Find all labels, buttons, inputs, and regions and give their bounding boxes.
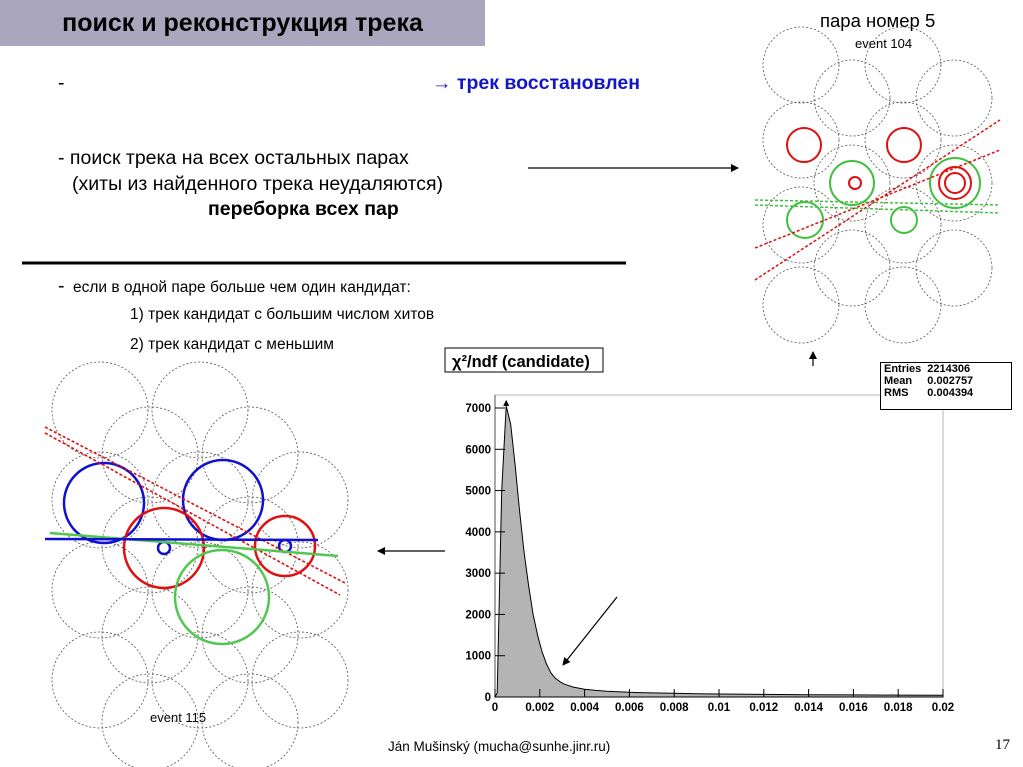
stats-row: Mean 0.002757 [881, 375, 976, 387]
y-tick-label: 3000 [465, 568, 491, 580]
y-tick-label: 0 [485, 692, 491, 704]
y-tick-label: 2000 [465, 609, 491, 621]
stats-value: 0.004394 [927, 387, 974, 399]
stats-value: 2214306 [927, 363, 971, 375]
stats-label: Entries [884, 363, 922, 375]
stats-label: RMS [884, 387, 909, 399]
hits-bottom [44, 426, 346, 646]
page-number: 17 [995, 737, 1010, 753]
event-115-label: event 115 [150, 710, 207, 725]
slide-title: поиск и реконструкция трека [0, 0, 485, 46]
stats-row: RMS 0.004394 [881, 387, 976, 399]
stats-box: Entries 2214306 Mean 0.002757 RMS 0.004394 [880, 362, 1012, 410]
x-tick-labels: 0 0.002 0.004 0.006 0.008 0.01 0.012 0.014 0.016… [492, 702, 954, 714]
footer-author: Ján Mušinský (mucha@sunhe.jinr.ru) [388, 739, 611, 754]
hits-top [754, 119, 1001, 281]
stats-table: Entries 2214306 Mean 0.002757 RMS 0.004394 [881, 363, 976, 399]
bullet-search-track: - поиск трека на всех остальных парах [58, 147, 409, 169]
x-tick-label: 0.01 [708, 702, 731, 714]
y-tick-label: 6000 [465, 444, 491, 456]
bullet-dash-2: - [58, 275, 65, 297]
chart-title: χ²/ndf (candidate) [452, 353, 590, 371]
pair-number-label: пара номер 5 [820, 10, 936, 31]
y-tick-labels: 0 1000 2000 3000 4000 5000 6000 7000 [465, 403, 491, 704]
histogram-fill [494, 405, 944, 698]
annotation-arrow [562, 596, 618, 666]
stats-value: 0.002757 [927, 375, 974, 387]
y-tick-label: 5000 [465, 486, 491, 498]
rule-1-text: 1) трек кандидат с большим числом хитов [130, 306, 435, 323]
track-restored-text: → трек восстановлен [432, 72, 641, 94]
bullet-dash-1: - [58, 72, 65, 94]
y-tick-marks [495, 407, 505, 698]
x-tick-label: 0.006 [615, 702, 644, 714]
x-tick-label: 0.018 [884, 702, 913, 714]
x-tick-marks [494, 689, 944, 697]
peak-marker [503, 399, 510, 406]
pair-enumeration-text: переборка всех пар [208, 198, 399, 220]
x-tick-label: 0.014 [794, 702, 823, 714]
stats-row: Entries 2214306 [881, 363, 976, 375]
y-tick-label: 7000 [465, 403, 491, 415]
tube-diagram-top [762, 26, 993, 344]
chart-title-box [444, 347, 604, 373]
x-tick-label: 0.012 [749, 702, 778, 714]
slide-title-text: поиск и реконструкция трека [62, 8, 423, 37]
x-tick-label: 0.008 [660, 702, 689, 714]
hits-note: (хиты из найденного трека неудаляются) [72, 173, 444, 195]
x-tick-label: 0 [492, 702, 498, 714]
x-tick-label: 0.004 [570, 702, 599, 714]
x-tick-label: 0.002 [525, 702, 554, 714]
x-tick-label: 0.016 [839, 702, 868, 714]
y-tick-label: 4000 [465, 527, 491, 539]
multi-candidate-text: если в одной паре больше чем один кандид… [73, 279, 411, 296]
y-tick-label: 1000 [465, 651, 491, 663]
stats-label: Mean [884, 375, 913, 387]
rule-2-text: 2) трек кандидат с меньшим [130, 336, 334, 353]
histogram-area [494, 399, 944, 698]
x-tick-label: 0.02 [932, 702, 954, 714]
